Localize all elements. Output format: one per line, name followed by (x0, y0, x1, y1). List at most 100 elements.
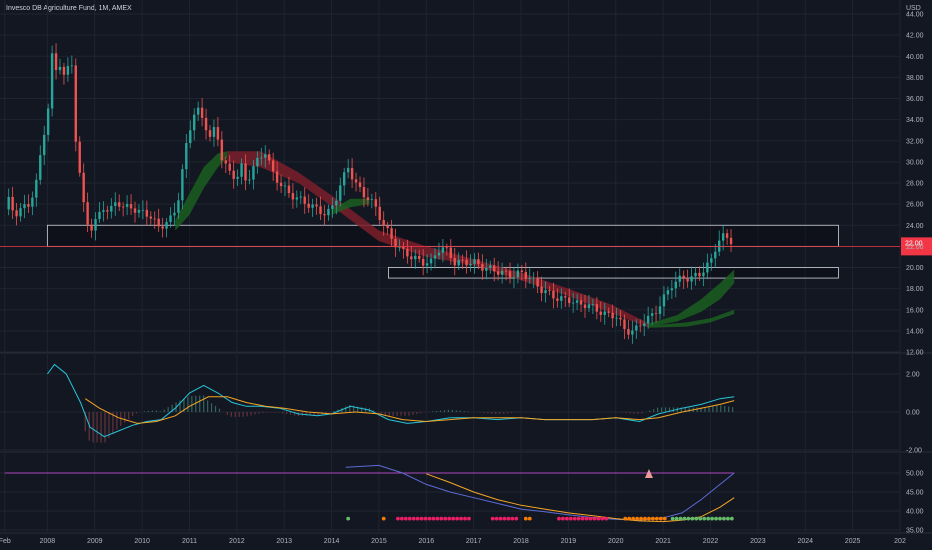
pink-dot (498, 516, 503, 521)
candle-body (433, 255, 437, 259)
signal-line (85, 396, 735, 424)
green-ribbon (648, 269, 735, 327)
candle-body (623, 319, 626, 330)
x-tick-label: 2008 (40, 538, 56, 545)
candle-body (414, 255, 417, 260)
candle-body (291, 193, 295, 200)
macd-line (46, 363, 735, 438)
pink-dot (510, 516, 515, 521)
candle-body (370, 199, 374, 201)
green-dot (690, 516, 695, 521)
candle-body (268, 154, 271, 161)
candle-body (260, 157, 263, 159)
x-tick-label: 2011 (182, 538, 197, 545)
chart-title: Invesco DB Agriculture Fund, 1M, AMEX (6, 5, 132, 12)
candle-body (631, 330, 634, 335)
pink-dot (419, 516, 424, 521)
candle-body (532, 277, 535, 279)
candle-body (508, 271, 512, 279)
candle-body (690, 276, 693, 282)
candle-body (54, 53, 58, 71)
y-tick-label: 20.00 (906, 265, 924, 272)
candle-body (362, 187, 366, 198)
candle-body (694, 272, 697, 277)
candle-body (504, 270, 508, 272)
candle-body (311, 204, 314, 208)
candle-body (177, 200, 180, 213)
y-tick-label: 18.00 (906, 286, 924, 293)
pink-dot (572, 516, 577, 521)
candle-body (639, 325, 642, 327)
candle-body (212, 127, 216, 137)
candle-body (410, 256, 413, 260)
candle-body (378, 206, 381, 220)
candle-body (721, 233, 725, 241)
candle-body (429, 258, 433, 264)
candle-body (603, 311, 606, 315)
green-dot (346, 516, 351, 521)
green-dot (722, 516, 726, 521)
red-ribbon (227, 151, 649, 328)
candle-body (244, 163, 247, 181)
pink-dot (580, 516, 585, 521)
orange-dot (662, 516, 667, 521)
candle-body (78, 141, 81, 173)
candle-body (619, 317, 622, 320)
candle-body (402, 246, 405, 249)
candle-body (307, 203, 310, 208)
candle-body (449, 247, 452, 259)
candle-body (149, 216, 152, 219)
candle-body (350, 168, 354, 180)
candle-body (394, 238, 397, 248)
candle-body (208, 130, 212, 137)
pink-dot (502, 516, 507, 521)
candle-body (536, 277, 539, 287)
green-dot (682, 516, 687, 521)
candle-body (165, 222, 168, 229)
x-tick-label: 2015 (371, 538, 387, 545)
pink-dot (435, 516, 440, 521)
x-tick-label: 2023 (750, 538, 766, 545)
candle-body (520, 270, 524, 272)
candle-body (571, 302, 575, 304)
y-tick-label: 38.00 (906, 75, 924, 82)
y-tick-label: 2.00 (906, 372, 920, 379)
pink-dot (455, 516, 460, 521)
green-dot (674, 516, 679, 521)
price-tag (901, 237, 932, 256)
candle-body (512, 277, 516, 279)
pink-dot (447, 516, 452, 521)
x-tick-label: 2022 (703, 538, 719, 545)
signal-marker-icon (644, 469, 653, 479)
y-tick-label: 14.00 (906, 328, 924, 335)
y-tick-label: 36.00 (906, 96, 924, 103)
candle-body (343, 172, 346, 186)
orange-dot (627, 516, 632, 521)
candle-body (548, 290, 551, 291)
candle-body (725, 233, 729, 238)
candle-body (666, 290, 670, 295)
candle-body (418, 255, 421, 259)
candle-body (540, 286, 543, 294)
pink-dot (411, 516, 416, 521)
candle-body (583, 304, 587, 309)
candle-body (39, 155, 42, 180)
orange-dot (658, 516, 663, 521)
candle-body (287, 185, 291, 194)
pink-dot (407, 516, 412, 521)
y-tick-label: 44.00 (906, 12, 924, 19)
candle-body (303, 196, 306, 204)
green-dot (702, 516, 707, 521)
pink-dot (459, 516, 463, 521)
pink-dot (604, 516, 609, 521)
x-tick-label: 2017 (466, 538, 482, 545)
candle-body (489, 265, 492, 269)
candle-body (575, 300, 579, 303)
candle-body (102, 210, 105, 212)
candle-body (698, 272, 701, 277)
y-tick-label: 26.00 (906, 202, 924, 209)
candle-body (200, 107, 204, 118)
green-dot (714, 516, 718, 521)
orange-dot (527, 516, 532, 521)
